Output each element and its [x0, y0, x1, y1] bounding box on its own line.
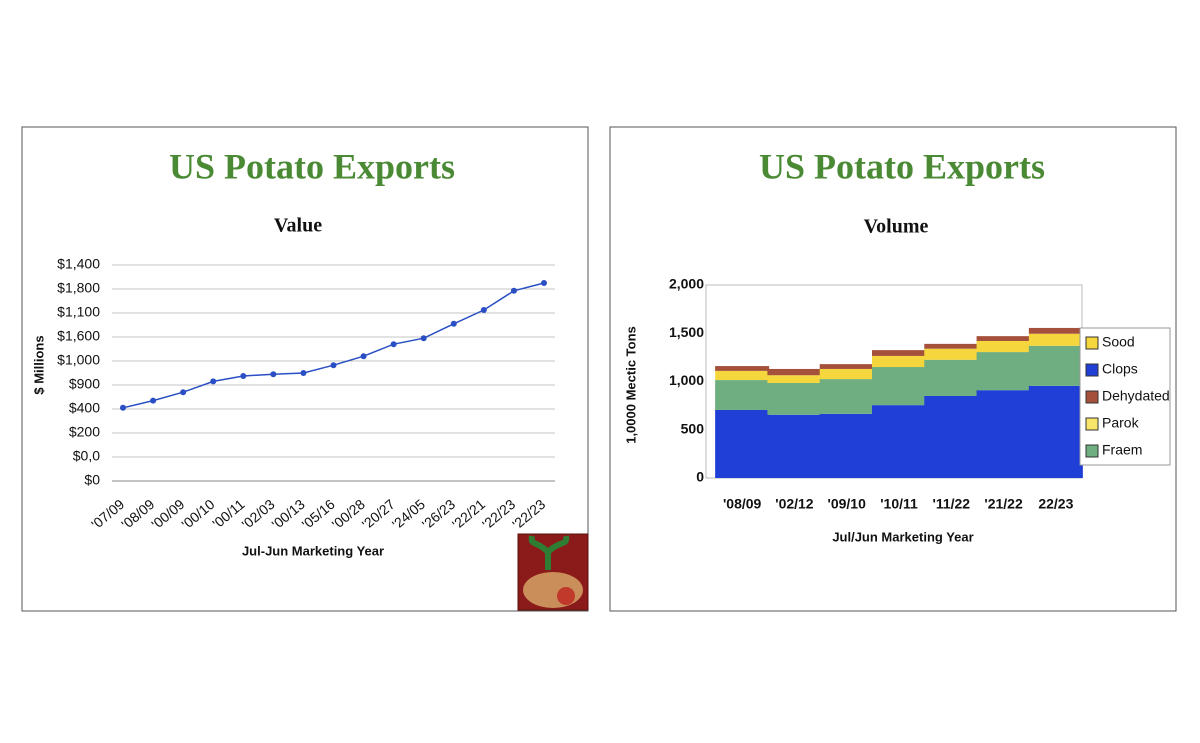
bar-segment — [1028, 385, 1083, 478]
potatoes — [523, 572, 583, 608]
point — [450, 320, 457, 327]
point — [390, 341, 397, 348]
bar-segment — [767, 368, 822, 376]
plant — [528, 535, 570, 570]
legend-swatch — [1085, 444, 1099, 458]
panel-frame — [21, 126, 589, 612]
bar-segment — [872, 367, 926, 406]
y-tick-label: 500 — [681, 420, 705, 436]
bar-segment — [767, 375, 822, 383]
bar-segment — [924, 348, 979, 360]
legend-label: Parok — [1102, 415, 1140, 431]
bar-segment — [976, 390, 1031, 478]
y-tick-label: $1,800 — [57, 280, 100, 296]
chart-subtitle: Volume — [864, 216, 929, 238]
chart-title: US Potato Exports — [759, 146, 1045, 186]
x-tick-label: '10/11 — [880, 496, 918, 512]
bar-segment — [715, 370, 770, 381]
bar-segment — [767, 382, 822, 415]
point — [420, 335, 427, 342]
x-tick-label: '02/12 — [775, 496, 814, 512]
potato — [557, 587, 575, 605]
x-tick-label: '21/22 — [984, 496, 1023, 512]
point — [360, 353, 367, 360]
y-axis-label: $ Millions — [31, 335, 46, 394]
bar-segment — [819, 379, 874, 414]
y-tick-label: $400 — [69, 400, 100, 416]
bar-segment — [715, 380, 770, 410]
point — [150, 397, 157, 404]
x-axis-label: Jul/Jun Marketing Year — [832, 529, 973, 544]
y-tick-label: 0 — [696, 469, 704, 485]
point — [270, 371, 277, 378]
y-tick-label: $0,0 — [73, 448, 100, 464]
bar-segment — [976, 336, 1031, 341]
bar-segment — [872, 350, 926, 356]
y-tick-label: $1,400 — [57, 256, 100, 272]
chart-title: US Potato Exports — [169, 146, 455, 186]
x-tick-label: '11/22 — [932, 496, 970, 512]
legend-label: Fraem — [1102, 442, 1142, 458]
bar-segment — [819, 368, 874, 380]
legend-swatch — [1085, 417, 1099, 431]
y-tick-label: $1,600 — [57, 328, 100, 344]
point — [480, 307, 487, 313]
legend-label: Clops — [1102, 361, 1138, 377]
bar-segment — [767, 414, 822, 478]
x-tick-label: '09/10 — [828, 496, 867, 512]
chart-subtitle: Value — [274, 215, 322, 237]
bar-segment — [924, 359, 979, 396]
legend-label: Sood — [1102, 334, 1135, 350]
point — [240, 373, 247, 379]
bar-segment — [872, 405, 926, 478]
y-tick-label: 1,000 — [669, 372, 704, 388]
x-axis-label: Jul-Jun Marketing Year — [242, 543, 384, 558]
y-tick-label: $200 — [69, 424, 100, 440]
point — [180, 389, 187, 396]
point — [120, 404, 126, 411]
bar-segment — [1028, 345, 1083, 386]
bar-segment — [715, 366, 770, 371]
bar-segment — [976, 340, 1031, 353]
x-tick-label: '08/09 — [723, 496, 762, 512]
bar-segment — [819, 413, 874, 478]
y-tick-label: $1,000 — [57, 352, 100, 368]
point — [541, 280, 547, 286]
bar-segment — [1028, 327, 1083, 334]
bar-segment — [976, 352, 1031, 391]
point — [510, 287, 517, 294]
bar-segment — [872, 355, 926, 368]
point — [300, 370, 307, 376]
legend-label: Dehydated — [1102, 388, 1170, 404]
legend-swatch — [1085, 336, 1099, 350]
y-axis-label: 1,0000 Mectic Tons — [623, 326, 638, 444]
point — [330, 362, 337, 369]
bar-segment — [924, 395, 979, 478]
legend-swatch — [1085, 363, 1099, 377]
legend-swatch — [1085, 390, 1099, 404]
y-tick-label: $1,100 — [57, 304, 100, 320]
y-tick-label: $0 — [84, 472, 100, 488]
y-tick-label: 1,500 — [669, 324, 704, 340]
y-tick-label: $900 — [69, 376, 100, 392]
basket-icon — [517, 533, 589, 611]
bar-segment — [1028, 333, 1083, 346]
y-tick-label: 2,000 — [669, 276, 704, 292]
x-tick-label: 22/23 — [1038, 496, 1073, 512]
bar-segment — [715, 409, 770, 478]
bar-segment — [924, 343, 979, 349]
point — [210, 378, 217, 385]
bar-segment — [819, 364, 874, 369]
